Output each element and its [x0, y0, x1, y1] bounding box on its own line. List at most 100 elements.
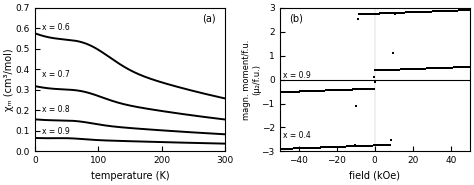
Point	[404, 68, 411, 71]
Point	[343, 145, 350, 148]
Point	[409, 68, 416, 70]
Point	[322, 89, 330, 92]
Point	[325, 89, 333, 92]
Point	[289, 90, 296, 93]
Point	[463, 65, 470, 68]
Point	[380, 12, 387, 15]
Point	[322, 89, 330, 92]
Point	[460, 9, 467, 12]
Point	[405, 68, 413, 71]
Point	[458, 66, 465, 69]
Point	[351, 145, 358, 148]
Point	[417, 11, 424, 14]
Point	[432, 10, 440, 13]
Point	[281, 147, 288, 150]
Point	[311, 146, 319, 149]
Point	[372, 81, 379, 84]
Point	[310, 90, 317, 92]
Point	[440, 10, 448, 13]
Point	[439, 10, 447, 13]
Point	[290, 90, 298, 93]
Point	[317, 89, 325, 92]
Point	[415, 11, 422, 14]
Point	[351, 144, 358, 147]
Point	[434, 67, 442, 70]
Point	[332, 89, 339, 92]
Point	[348, 145, 356, 148]
Point	[335, 145, 343, 148]
Point	[335, 89, 343, 92]
Point	[333, 89, 341, 92]
Point	[304, 147, 312, 149]
Point	[460, 9, 467, 12]
Point	[298, 90, 306, 93]
Point	[413, 11, 421, 14]
Point	[341, 88, 349, 91]
Point	[311, 146, 319, 149]
Point	[432, 67, 440, 70]
Point	[306, 146, 314, 149]
Point	[436, 67, 443, 70]
Point	[402, 68, 410, 71]
Point	[341, 145, 349, 148]
Point	[335, 145, 343, 148]
Point	[353, 145, 360, 148]
Point	[431, 10, 438, 13]
Point	[372, 69, 379, 72]
Point	[452, 66, 459, 69]
Point	[301, 90, 309, 93]
Point	[463, 9, 470, 12]
Point	[380, 144, 387, 147]
Point	[423, 10, 430, 13]
Point	[376, 144, 384, 147]
Point	[448, 9, 456, 12]
Point	[409, 11, 416, 14]
Point	[295, 147, 302, 150]
Point	[354, 145, 362, 148]
Point	[362, 88, 370, 90]
Point	[450, 66, 457, 69]
Point	[303, 90, 310, 93]
Point	[293, 147, 301, 150]
Point	[450, 9, 457, 12]
Point	[410, 11, 418, 14]
Point	[447, 9, 455, 12]
Point	[348, 88, 356, 91]
Point	[384, 68, 392, 71]
Point	[303, 90, 310, 93]
Point	[407, 11, 414, 14]
Point	[431, 67, 438, 70]
Point	[442, 9, 450, 12]
Point	[429, 67, 437, 70]
Point	[426, 67, 434, 70]
Point	[386, 68, 394, 71]
Point	[394, 11, 401, 14]
Point	[298, 147, 306, 150]
Point	[312, 146, 320, 149]
Point	[353, 104, 360, 107]
Point	[397, 11, 405, 14]
Point	[375, 69, 383, 72]
Point	[316, 146, 323, 149]
Point	[324, 146, 331, 149]
Point	[312, 89, 320, 92]
Point	[367, 144, 374, 147]
Point	[279, 147, 287, 150]
Point	[415, 67, 422, 70]
Point	[455, 66, 463, 69]
Point	[396, 11, 403, 14]
Point	[418, 67, 426, 70]
Point	[330, 89, 337, 92]
Point	[436, 10, 443, 13]
Point	[333, 89, 341, 92]
Point	[322, 146, 330, 149]
Point	[328, 89, 336, 92]
Point	[461, 65, 469, 68]
Point	[465, 65, 472, 68]
Point	[338, 145, 346, 148]
Point	[328, 146, 336, 149]
Point	[439, 66, 447, 69]
Point	[388, 11, 395, 14]
Point	[428, 67, 435, 70]
Y-axis label: χₘ (cm³/mol): χₘ (cm³/mol)	[4, 48, 14, 111]
